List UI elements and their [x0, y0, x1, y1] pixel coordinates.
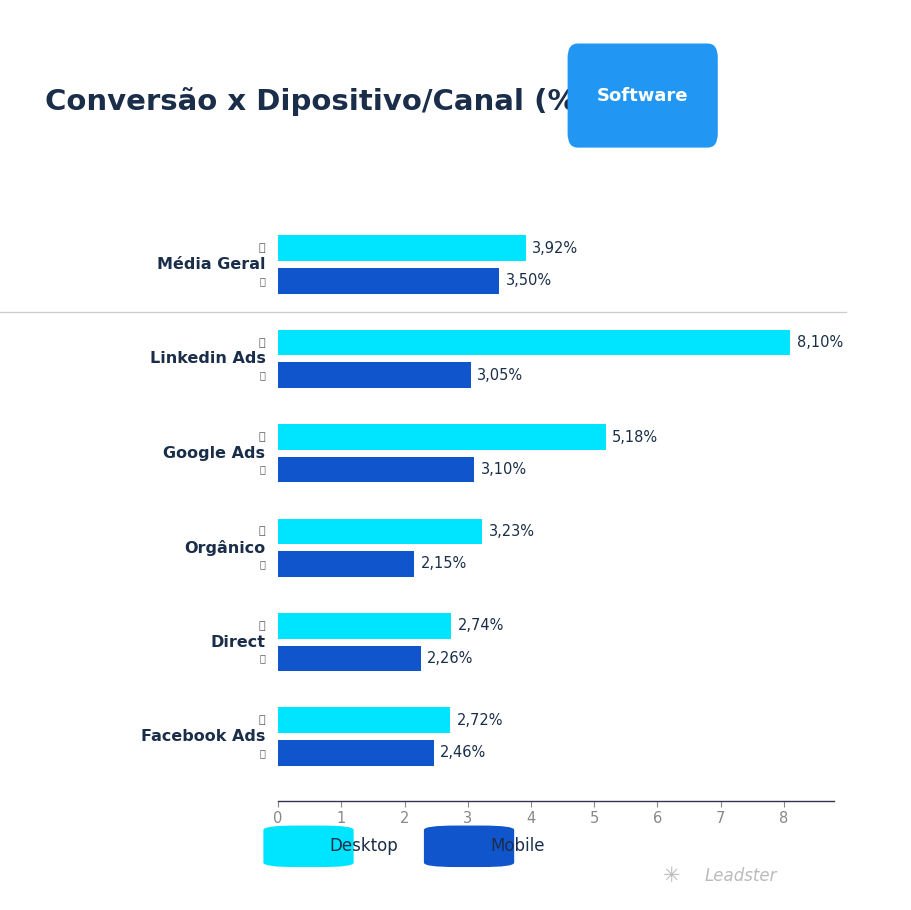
- Text: 3,23%: 3,23%: [488, 524, 534, 539]
- Bar: [278, 268, 499, 294]
- Text: 🖵: 🖵: [259, 526, 265, 536]
- Text: ✳: ✳: [662, 866, 680, 885]
- Text: 3,10%: 3,10%: [480, 462, 526, 477]
- Text: 🖵: 🖵: [259, 432, 265, 442]
- Text: Orgânico: Orgânico: [184, 540, 265, 556]
- FancyBboxPatch shape: [567, 44, 717, 147]
- Bar: [278, 424, 605, 450]
- Text: 📱: 📱: [259, 465, 265, 475]
- Text: Leadster: Leadster: [704, 867, 776, 885]
- Text: 🖵: 🖵: [259, 621, 265, 631]
- Text: 🖵: 🖵: [259, 715, 265, 725]
- Text: Desktop: Desktop: [329, 837, 398, 855]
- Bar: [278, 613, 451, 639]
- Text: 🖵: 🖵: [259, 338, 265, 348]
- Text: 5,18%: 5,18%: [611, 430, 658, 444]
- Bar: [278, 329, 789, 356]
- FancyBboxPatch shape: [424, 825, 514, 867]
- Text: Linkedin Ads: Linkedin Ads: [149, 351, 265, 367]
- Text: 📱: 📱: [259, 653, 265, 663]
- Text: Mobile: Mobile: [489, 837, 544, 855]
- Bar: [278, 457, 474, 482]
- Text: 2,46%: 2,46%: [439, 745, 486, 760]
- Text: 📱: 📱: [259, 370, 265, 380]
- Bar: [278, 519, 482, 544]
- Text: Direct: Direct: [210, 634, 265, 650]
- Text: 3,92%: 3,92%: [532, 241, 578, 256]
- Text: Média Geral: Média Geral: [157, 257, 265, 272]
- Text: 📱: 📱: [259, 276, 265, 286]
- Text: Google Ads: Google Ads: [163, 446, 265, 460]
- Text: 2,72%: 2,72%: [456, 713, 502, 728]
- Bar: [278, 551, 414, 577]
- Bar: [278, 707, 450, 733]
- Text: 2,26%: 2,26%: [427, 651, 473, 666]
- Bar: [278, 362, 470, 388]
- Bar: [278, 740, 434, 765]
- Bar: [278, 645, 421, 672]
- Text: 📱: 📱: [259, 748, 265, 758]
- Bar: [278, 236, 526, 261]
- Text: 2,74%: 2,74%: [457, 618, 504, 633]
- Text: 8,10%: 8,10%: [795, 335, 842, 350]
- Text: Software: Software: [597, 86, 688, 105]
- Text: 3,05%: 3,05%: [476, 368, 523, 383]
- FancyBboxPatch shape: [263, 825, 353, 867]
- Text: 🖵: 🖵: [259, 243, 265, 253]
- Text: 2,15%: 2,15%: [420, 557, 466, 571]
- Text: 📱: 📱: [259, 559, 265, 569]
- Text: Conversão x Dipositivo/Canal (%): Conversão x Dipositivo/Canal (%): [45, 87, 589, 116]
- Text: Facebook Ads: Facebook Ads: [141, 729, 265, 744]
- Text: 3,50%: 3,50%: [506, 273, 551, 288]
